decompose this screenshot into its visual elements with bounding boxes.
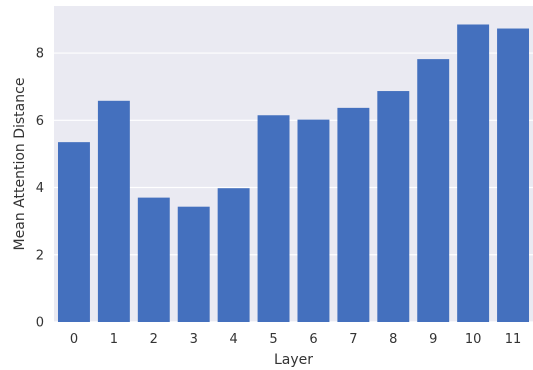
y-tick-label: 0 xyxy=(36,316,44,331)
bar-layer-6 xyxy=(297,119,330,322)
x-tick-label: 6 xyxy=(309,332,317,347)
x-tick-label: 3 xyxy=(190,332,198,347)
bar-layer-8 xyxy=(377,91,410,323)
x-tick-label: 5 xyxy=(269,332,277,347)
x-tick-label: 4 xyxy=(229,332,237,347)
bar-layer-11 xyxy=(497,28,530,322)
bars xyxy=(57,24,530,323)
y-axis-label: Mean Attention Distance xyxy=(12,78,28,251)
bar-layer-4 xyxy=(217,188,250,322)
x-tick-label: 8 xyxy=(389,332,397,347)
x-tick-label: 9 xyxy=(429,332,437,347)
x-tick-label: 0 xyxy=(70,332,78,347)
bar-layer-7 xyxy=(337,107,370,322)
x-tick-label: 7 xyxy=(349,332,357,347)
bar-layer-3 xyxy=(177,206,210,322)
x-tick-labels: 0 1 2 3 4 5 6 7 8 9 10 11 xyxy=(70,332,521,347)
y-tick-label: 8 xyxy=(36,47,44,62)
x-tick-label: 11 xyxy=(505,332,522,347)
bar-layer-10 xyxy=(457,24,490,323)
y-tick-labels: 0 2 4 6 8 xyxy=(36,47,44,331)
grid-lines xyxy=(54,52,533,323)
y-tick-label: 2 xyxy=(36,248,44,263)
bar-layer-5 xyxy=(257,115,290,323)
bar-layer-9 xyxy=(417,59,450,322)
bar-layer-2 xyxy=(137,197,170,322)
bar-layer-0 xyxy=(57,142,90,322)
x-tick-label: 10 xyxy=(465,332,482,347)
x-tick-label: 1 xyxy=(110,332,118,347)
bar-layer-1 xyxy=(97,100,130,322)
x-axis-label: Layer xyxy=(274,352,313,368)
y-tick-label: 4 xyxy=(36,181,44,196)
x-tick-label: 2 xyxy=(150,332,158,347)
plot-area xyxy=(54,6,533,322)
y-tick-label: 6 xyxy=(36,114,44,129)
